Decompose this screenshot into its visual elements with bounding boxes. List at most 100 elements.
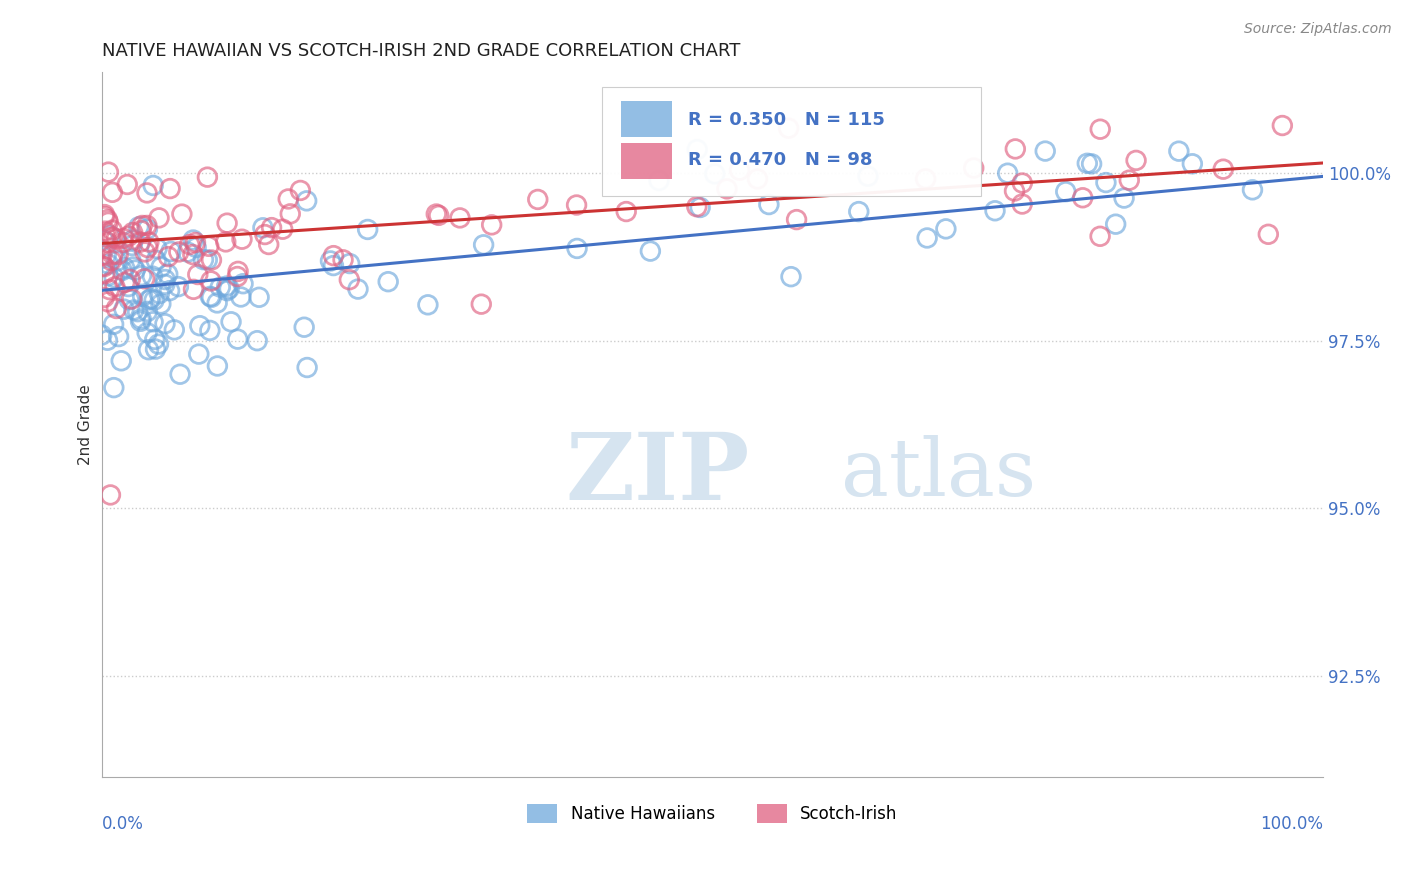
- Point: [209, 280, 232, 294]
- Point: [207, 359, 229, 373]
- Point: [1090, 122, 1112, 136]
- Point: [146, 242, 169, 256]
- Point: [105, 254, 128, 268]
- Point: [271, 222, 294, 236]
- Point: [117, 279, 139, 293]
- Point: [1088, 229, 1111, 244]
- Point: [1271, 119, 1294, 133]
- Point: [97, 268, 120, 283]
- Point: [112, 235, 135, 250]
- Point: [686, 200, 709, 214]
- Point: [472, 237, 495, 252]
- Point: [915, 231, 938, 245]
- Point: [122, 233, 145, 247]
- FancyBboxPatch shape: [621, 101, 672, 137]
- Y-axis label: 2nd Grade: 2nd Grade: [79, 384, 93, 465]
- Point: [96, 333, 118, 347]
- Point: [703, 167, 725, 181]
- Point: [139, 292, 162, 306]
- Point: [128, 219, 150, 234]
- Point: [292, 320, 315, 334]
- Point: [686, 143, 709, 157]
- Point: [195, 252, 218, 267]
- Point: [134, 272, 156, 286]
- Point: [122, 303, 145, 318]
- Point: [181, 247, 204, 261]
- Point: [997, 166, 1019, 180]
- Point: [786, 212, 808, 227]
- Point: [247, 290, 270, 304]
- Point: [425, 207, 447, 221]
- Point: [231, 232, 253, 246]
- Point: [1054, 185, 1077, 199]
- Point: [107, 329, 129, 343]
- Point: [481, 218, 503, 232]
- Point: [101, 186, 124, 200]
- Point: [200, 289, 222, 303]
- Point: [142, 315, 165, 329]
- Point: [984, 203, 1007, 218]
- Point: [114, 276, 136, 290]
- Point: [935, 222, 957, 236]
- Point: [217, 284, 239, 298]
- Point: [136, 222, 159, 236]
- Text: NATIVE HAWAIIAN VS SCOTCH-IRISH 2ND GRADE CORRELATION CHART: NATIVE HAWAIIAN VS SCOTCH-IRISH 2ND GRAD…: [101, 42, 740, 60]
- Point: [219, 315, 242, 329]
- Point: [322, 249, 344, 263]
- Point: [197, 239, 219, 253]
- Point: [295, 360, 318, 375]
- Point: [153, 272, 176, 286]
- FancyBboxPatch shape: [602, 87, 981, 195]
- Point: [193, 252, 215, 267]
- Point: [143, 293, 166, 307]
- Point: [143, 332, 166, 346]
- Point: [129, 312, 152, 326]
- Point: [159, 181, 181, 195]
- Point: [427, 208, 450, 222]
- Point: [98, 283, 121, 297]
- Point: [138, 293, 160, 307]
- Point: [105, 232, 128, 246]
- Point: [157, 250, 180, 264]
- Point: [337, 273, 360, 287]
- Text: 0.0%: 0.0%: [101, 815, 143, 833]
- Point: [167, 279, 190, 293]
- Point: [1080, 157, 1102, 171]
- Point: [93, 210, 115, 224]
- Point: [1181, 157, 1204, 171]
- Point: [187, 268, 209, 282]
- Point: [141, 269, 163, 284]
- Point: [90, 328, 112, 343]
- Point: [1004, 142, 1026, 156]
- Point: [104, 280, 127, 294]
- Point: [129, 235, 152, 249]
- Point: [1004, 184, 1026, 198]
- Point: [93, 290, 115, 304]
- Point: [260, 220, 283, 235]
- Point: [322, 259, 344, 273]
- Point: [1112, 191, 1135, 205]
- Point: [121, 292, 143, 306]
- Point: [747, 172, 769, 186]
- Point: [728, 163, 751, 178]
- Point: [1118, 173, 1140, 187]
- Point: [134, 244, 156, 259]
- Point: [117, 178, 139, 192]
- Point: [118, 229, 141, 244]
- Point: [135, 219, 157, 233]
- Point: [205, 296, 228, 310]
- Point: [197, 170, 219, 185]
- Point: [129, 224, 152, 238]
- Point: [136, 241, 159, 255]
- Point: [339, 256, 361, 270]
- Point: [112, 231, 135, 245]
- Point: [96, 248, 118, 262]
- Point: [107, 247, 129, 261]
- Text: atlas: atlas: [841, 434, 1036, 513]
- Point: [963, 161, 986, 175]
- Point: [1076, 156, 1098, 170]
- Point: [150, 260, 173, 274]
- Point: [148, 286, 170, 301]
- Point: [295, 194, 318, 208]
- Point: [226, 332, 249, 346]
